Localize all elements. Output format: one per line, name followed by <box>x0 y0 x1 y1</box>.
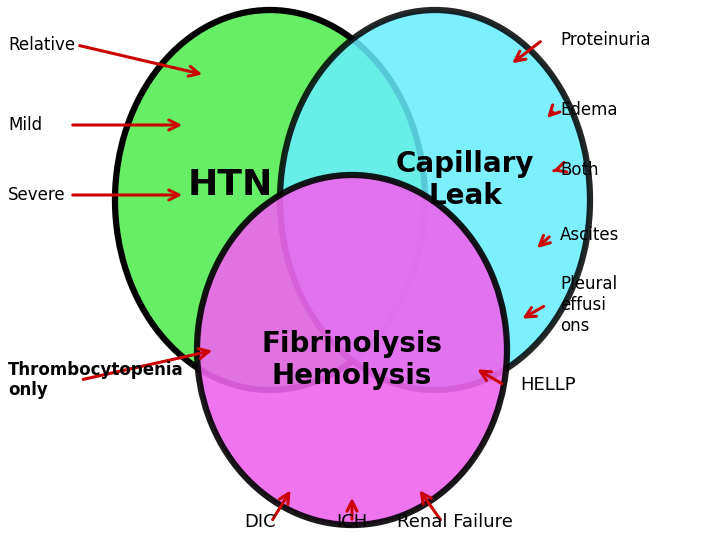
Text: Ascites: Ascites <box>560 226 619 244</box>
Text: Severe: Severe <box>8 186 66 204</box>
Text: Fibrinolysis
Hemolysis: Fibrinolysis Hemolysis <box>261 330 443 390</box>
Ellipse shape <box>280 10 590 390</box>
Text: Mild: Mild <box>8 116 42 134</box>
Ellipse shape <box>115 10 425 390</box>
Text: Renal Failure: Renal Failure <box>397 513 513 531</box>
Ellipse shape <box>197 175 507 525</box>
Text: DIC: DIC <box>244 513 276 531</box>
Text: Thrombocytopenia
only: Thrombocytopenia only <box>8 361 184 400</box>
Text: HTN: HTN <box>187 168 273 202</box>
Text: Edema: Edema <box>560 101 618 119</box>
Text: Relative: Relative <box>8 36 75 54</box>
Text: Pleural
effusi
ons: Pleural effusi ons <box>560 275 617 335</box>
Text: Proteinuria: Proteinuria <box>560 31 650 49</box>
Text: ICH: ICH <box>336 513 368 531</box>
Text: Both: Both <box>560 161 598 179</box>
Text: Capillary
Leak: Capillary Leak <box>396 150 534 210</box>
Text: HELLP: HELLP <box>520 376 575 394</box>
